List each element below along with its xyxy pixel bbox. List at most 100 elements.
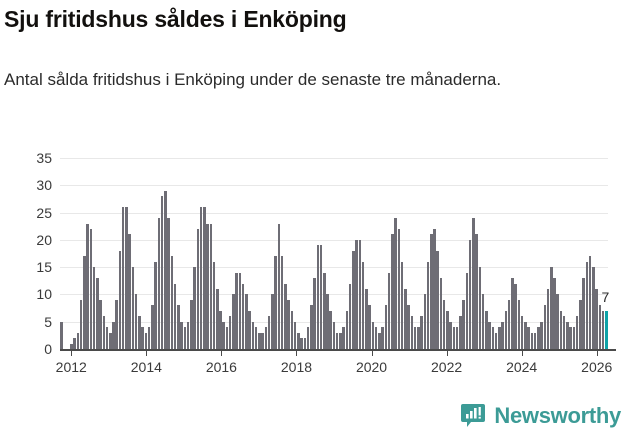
bar: [559, 310, 563, 349]
bar: [235, 272, 238, 349]
bar: [394, 218, 397, 349]
bar: [442, 299, 446, 349]
bar: [73, 338, 76, 349]
bar: [501, 321, 504, 349]
bar: [475, 234, 478, 349]
bar: [514, 283, 517, 349]
bar: [556, 294, 559, 349]
x-axis-line: [60, 349, 616, 351]
bar: [271, 294, 274, 349]
y-axis-tick-label: 35: [36, 150, 52, 166]
bar: [138, 316, 141, 349]
bar: [118, 250, 122, 349]
bar: [504, 310, 508, 349]
newsworthy-logo: Newsworthy: [460, 403, 621, 429]
bar: [472, 218, 475, 349]
bar: [151, 305, 154, 349]
bar: [222, 321, 225, 349]
bar: [300, 338, 303, 349]
bar: [582, 278, 585, 349]
bar: [540, 321, 543, 349]
bar: [404, 288, 407, 349]
bar: [397, 228, 401, 349]
bar: [280, 256, 284, 349]
bar: [601, 310, 605, 349]
x-axis-tick: [146, 349, 148, 356]
bar: [494, 332, 498, 349]
bar: [316, 245, 320, 349]
bar: [511, 278, 514, 349]
bar: [212, 261, 216, 349]
x-axis-tick-label: 2026: [581, 359, 613, 375]
bar: [549, 267, 553, 349]
bar: [203, 207, 206, 349]
bar: [449, 321, 452, 349]
x-axis-tick: [521, 349, 523, 356]
x-axis-tick-label: 2016: [205, 359, 237, 375]
bar: [426, 261, 430, 349]
bar: [293, 321, 297, 349]
y-axis-tick-label: 25: [36, 204, 52, 221]
bar: [329, 310, 332, 349]
x-axis-tick: [596, 349, 598, 356]
bar: [164, 190, 167, 349]
bar: [410, 316, 414, 349]
gridline: [60, 212, 608, 214]
bar: [112, 321, 115, 349]
bar: [485, 310, 488, 349]
bar: [177, 305, 180, 349]
bar: [264, 327, 268, 349]
bar: [452, 327, 456, 349]
bar: [520, 316, 524, 349]
gridline: [60, 239, 608, 241]
bar: [358, 239, 362, 349]
bar: [355, 239, 358, 349]
bar: [60, 321, 63, 349]
bar: [579, 299, 582, 349]
bar: [342, 327, 345, 349]
bar: [277, 223, 281, 349]
bar: [245, 294, 248, 349]
newsworthy-wordmark: Newsworthy: [494, 403, 621, 428]
bar: [575, 316, 579, 349]
bar: [157, 218, 161, 349]
bar: [517, 299, 521, 349]
bar: [332, 321, 336, 349]
bar: [303, 338, 307, 349]
bar: [319, 245, 323, 349]
y-axis-tick-label: 20: [36, 231, 52, 248]
bar: [167, 218, 170, 349]
page-title: Sju fritidshus såldes i Enköping: [4, 6, 347, 32]
bar: [261, 332, 264, 349]
bar: [326, 294, 329, 349]
bar: [420, 316, 423, 349]
bar: [423, 294, 427, 349]
bar: [108, 332, 112, 349]
gridline: [60, 185, 608, 187]
bar: [258, 332, 261, 349]
bar: [598, 305, 602, 349]
bar: [193, 267, 196, 349]
bar: [102, 316, 106, 349]
bar: [180, 321, 183, 349]
bar: [89, 228, 93, 349]
x-axis-tick-label: 2022: [431, 359, 463, 375]
bar: [572, 327, 576, 349]
bar: [238, 272, 242, 349]
bar: [374, 327, 378, 349]
bar: [297, 332, 300, 349]
bar: [287, 299, 290, 349]
y-axis-tick-label: 0: [44, 341, 52, 357]
bar: [99, 299, 102, 349]
bar: [86, 223, 89, 349]
bar: [248, 310, 251, 349]
bar: [284, 283, 287, 349]
bar: [491, 327, 495, 349]
bar: [206, 223, 209, 349]
bar: [592, 267, 595, 349]
bar: [83, 256, 86, 349]
bar: [190, 299, 193, 349]
bar: [595, 288, 598, 349]
y-axis-labels: 0 5 10 15 20 25 30 35: [0, 150, 52, 357]
bar: [417, 327, 420, 349]
